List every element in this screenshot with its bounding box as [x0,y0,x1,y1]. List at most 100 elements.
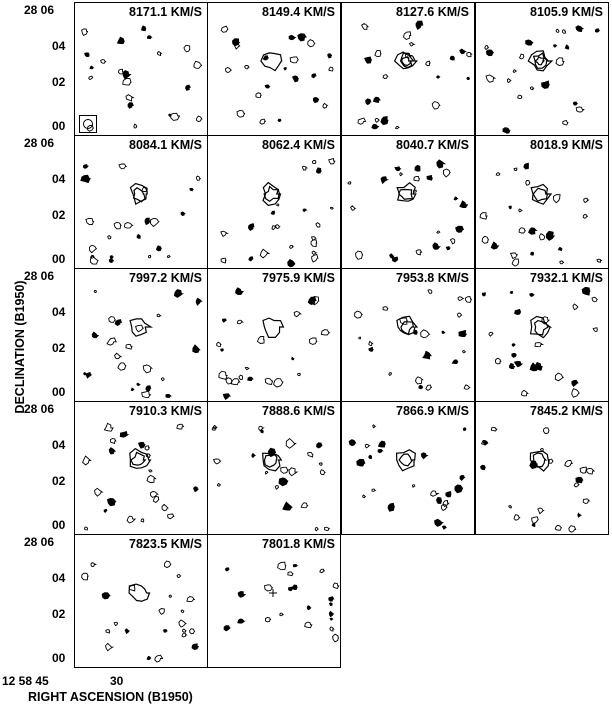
noise-contour [258,425,265,432]
noise-contour [195,175,202,181]
dec-tick-label: 02 [52,607,66,621]
dec-tick-label: 00 [52,252,66,266]
noise-contour [582,498,591,504]
source-contour [400,321,415,336]
noise-contour [372,96,381,104]
noise-contour [230,378,241,386]
noise-contour [449,55,456,61]
noise-contour [292,584,298,590]
noise-contour [277,561,287,571]
source-contour [396,182,417,202]
noise-contour [457,312,463,318]
noise-contour [193,486,200,493]
channel-panel: 8040.7 KM/S [341,135,475,269]
noise-contour [150,491,159,498]
noise-contour [332,582,340,590]
noise-contour [293,311,302,318]
noise-contour [427,289,433,294]
noise-contour [232,38,241,47]
noise-contour [141,390,152,399]
noise-contour [119,431,130,438]
noise-contour [495,172,501,176]
noise-contour [300,502,309,509]
noise-contour [415,376,424,385]
ra-tick-label-30: 30 [110,674,124,688]
noise-contour [244,366,250,371]
noise-contour [222,318,227,323]
noise-contour [511,353,517,358]
noise-contour [114,352,123,360]
dec-tick-label: 00 [52,518,66,532]
channel-panel: 7910.3 KM/S [74,401,208,535]
noise-contour [329,617,334,621]
noise-contour [180,609,185,613]
dec-tick-label: 04 [52,172,66,186]
noise-contour [512,69,518,74]
dec-tick-label: 04 [52,39,66,53]
noise-contour [93,289,97,293]
velocity-label: 8149.4 KM/S [261,5,336,19]
noise-contour [364,56,373,64]
noise-contour [555,57,565,66]
source-contour [397,188,414,200]
noise-contour [291,75,299,83]
noise-contour [491,426,498,432]
noise-contour [364,443,371,449]
noise-contour [136,233,141,239]
noise-contour [382,74,389,79]
noise-contour [288,35,297,41]
noise-contour [495,357,502,365]
noise-contour [553,44,558,48]
contour-plot [81,560,200,663]
noise-contour [481,292,486,297]
noise-contour [114,319,122,327]
noise-contour [156,313,162,318]
noise-contour [279,612,285,617]
noise-contour [259,118,266,125]
noise-contour [311,73,317,79]
noise-contour [394,166,402,172]
noise-contour [178,619,187,628]
noise-contour [220,257,227,264]
noise-contour [314,526,319,532]
channel-panel: 7888.6 KM/S [207,401,341,535]
noise-contour [283,67,287,71]
noise-contour [368,454,373,460]
noise-contour [82,455,92,466]
noise-contour [306,605,312,611]
noise-contour [280,466,289,474]
noise-contour [530,251,534,256]
source-contour [130,451,147,466]
noise-contour [108,258,115,263]
noise-contour [297,33,307,42]
noise-contour [176,423,185,430]
noise-contour [165,393,173,398]
noise-contour [594,28,601,33]
noise-contour [517,94,523,100]
noise-contour [453,196,459,201]
noise-contour [237,591,247,598]
velocity-label: 7953.8 KM/S [395,271,470,285]
dec-tick-label: 02 [52,341,66,355]
source-contour [398,453,414,467]
dec-tick-label: 04 [52,438,66,452]
noise-contour [511,343,516,347]
ra-tick-label-45: 12 58 45 [2,674,49,688]
noise-contour [394,126,400,130]
source-contour [263,185,280,203]
noise-contour [81,28,89,37]
channel-panel: 8084.1 KM/S [74,135,208,269]
noise-contour [118,68,124,75]
noise-contour [564,44,570,50]
noise-contour [287,259,296,268]
noise-contour [490,241,500,250]
noise-contour [561,29,567,34]
noise-contour [81,572,89,581]
noise-contour [146,474,157,484]
contour-plot [80,163,202,265]
noise-contour [415,20,424,30]
contour-plot [484,25,601,134]
noise-contour [555,28,560,33]
noise-contour [277,118,282,123]
noise-contour [459,474,466,481]
